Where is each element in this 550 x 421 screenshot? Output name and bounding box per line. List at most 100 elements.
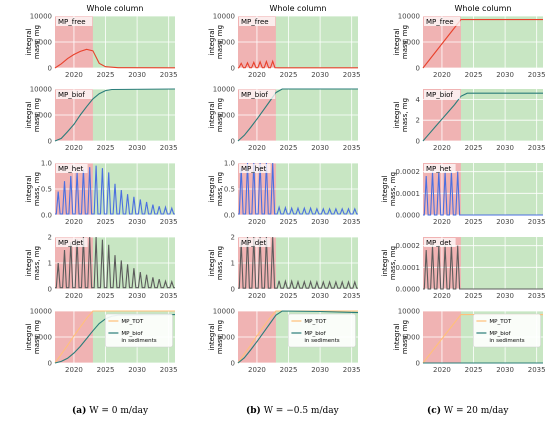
- y-tick-label: 1.0: [41, 160, 52, 168]
- x-tick-label: 2020: [65, 144, 83, 152]
- legend-entry: MP_biof: [489, 331, 511, 337]
- y-tick-label: 0.0: [41, 212, 52, 220]
- y-tick-label: 10000: [213, 13, 235, 21]
- y-tick-label: 0.0000: [396, 286, 421, 294]
- panel: [423, 163, 543, 216]
- y-axis-label: integral: [208, 249, 216, 276]
- y-tick-label: 0.0002: [396, 242, 421, 250]
- y-axis-label: integral: [393, 101, 401, 128]
- series-line-biof: [237, 88, 358, 142]
- panel: [237, 88, 358, 142]
- panel: [54, 15, 176, 69]
- x-tick-label: 2025: [97, 71, 115, 79]
- y-tick-label: 5000: [217, 112, 235, 120]
- y-tick-label: 4: [416, 96, 421, 104]
- x-tick-label: 2030: [311, 366, 329, 374]
- y-tick-label: 0: [48, 360, 52, 368]
- caption-b: (b) W = −0.5 m/day: [246, 406, 339, 416]
- x-tick-label: 2030: [128, 71, 146, 79]
- x-tick-label: 2030: [128, 292, 146, 300]
- panel: [422, 15, 543, 69]
- column-title: Whole column: [269, 4, 326, 13]
- y-tick-label: 1: [231, 260, 235, 268]
- legend-entry: MP_TOT: [121, 319, 144, 325]
- x-tick-label: 2025: [465, 292, 483, 300]
- panel: [237, 310, 359, 364]
- y-tick-label: 0.0001: [396, 264, 421, 272]
- panel-label-bg: [239, 90, 276, 99]
- x-tick-label: 2020: [433, 71, 451, 79]
- y-tick-label: 0.0002: [396, 168, 421, 176]
- x-tick-label: 2020: [433, 366, 451, 374]
- x-tick-label: 2025: [465, 71, 483, 79]
- series-line-biof: [54, 88, 176, 142]
- y-tick-label: 2: [48, 234, 52, 242]
- x-tick-label: 2020: [65, 218, 83, 226]
- column-title: Whole column: [86, 4, 143, 13]
- x-tick-label: 2030: [496, 292, 514, 300]
- x-tick-label: 2020: [65, 292, 83, 300]
- x-tick-label: 2035: [528, 218, 546, 226]
- x-tick-label: 2030: [128, 366, 146, 374]
- legend: [105, 313, 173, 348]
- x-tick-label: 2020: [248, 218, 266, 226]
- y-axis-label: integral: [208, 101, 216, 128]
- x-tick-label: 2025: [465, 144, 483, 152]
- y-tick-label: 0.5: [224, 186, 235, 194]
- x-tick-label: 2025: [465, 218, 483, 226]
- panel-label-bg: [424, 238, 456, 247]
- x-tick-label: 2020: [248, 366, 266, 374]
- y-tick-label: 0.0: [224, 212, 235, 220]
- x-tick-label: 2035: [343, 292, 361, 300]
- y-axis-label: integral: [25, 101, 33, 128]
- y-axis-label: integral: [25, 249, 33, 276]
- y-tick-label: 5000: [34, 112, 52, 120]
- x-tick-label: 2035: [343, 366, 361, 374]
- panel: [55, 236, 175, 290]
- series-line-free: [54, 48, 176, 69]
- legend-entry: MP_TOT: [304, 319, 327, 325]
- panel-label-bg: [424, 90, 461, 99]
- series-line-free: [237, 59, 358, 69]
- panel: [422, 310, 543, 364]
- y-tick-label: 1.0: [224, 160, 235, 168]
- y-tick-label: 0: [48, 138, 52, 146]
- y-tick-label: 0: [416, 360, 420, 368]
- panel: [238, 162, 358, 216]
- y-axis-label: mass, mg: [401, 25, 409, 59]
- y-tick-label: 0.5: [41, 186, 52, 194]
- x-tick-label: 2025: [280, 366, 298, 374]
- legend-entry: MP_TOT: [489, 319, 512, 325]
- y-tick-label: 5000: [34, 334, 52, 342]
- y-tick-label: 5000: [217, 334, 235, 342]
- y-axis-label: mass, mg: [33, 25, 41, 59]
- y-tick-label: 1: [48, 260, 52, 268]
- legend-entry: MP_biof: [304, 331, 326, 337]
- y-tick-label: 10000: [30, 13, 52, 21]
- y-axis-label: mass, mg: [216, 98, 224, 132]
- y-tick-label: 10000: [398, 308, 420, 316]
- y-axis-label: integral: [25, 323, 33, 350]
- x-tick-label: 2020: [248, 144, 266, 152]
- y-axis-label: mass, mg: [216, 246, 224, 280]
- series-line-free: [422, 19, 543, 69]
- panel-label: MP_biof: [241, 91, 268, 99]
- y-tick-label: 5000: [402, 39, 420, 47]
- x-tick-label: 2035: [160, 218, 178, 226]
- y-tick-label: 10000: [30, 86, 52, 94]
- panel: [423, 237, 543, 290]
- x-tick-label: 2030: [311, 292, 329, 300]
- y-tick-label: 0: [231, 360, 235, 368]
- y-axis-label: mass, mg: [216, 320, 224, 354]
- panel-label-bg: [56, 90, 93, 99]
- y-tick-label: 0: [231, 138, 235, 146]
- x-tick-label: 2035: [343, 218, 361, 226]
- y-axis-label: integral: [393, 323, 401, 350]
- x-tick-label: 2035: [160, 144, 178, 152]
- panel-label: MP_het: [241, 165, 267, 173]
- panel: [237, 15, 358, 69]
- x-tick-label: 2030: [496, 366, 514, 374]
- y-axis-label: integral: [208, 175, 216, 202]
- panel: [238, 236, 358, 290]
